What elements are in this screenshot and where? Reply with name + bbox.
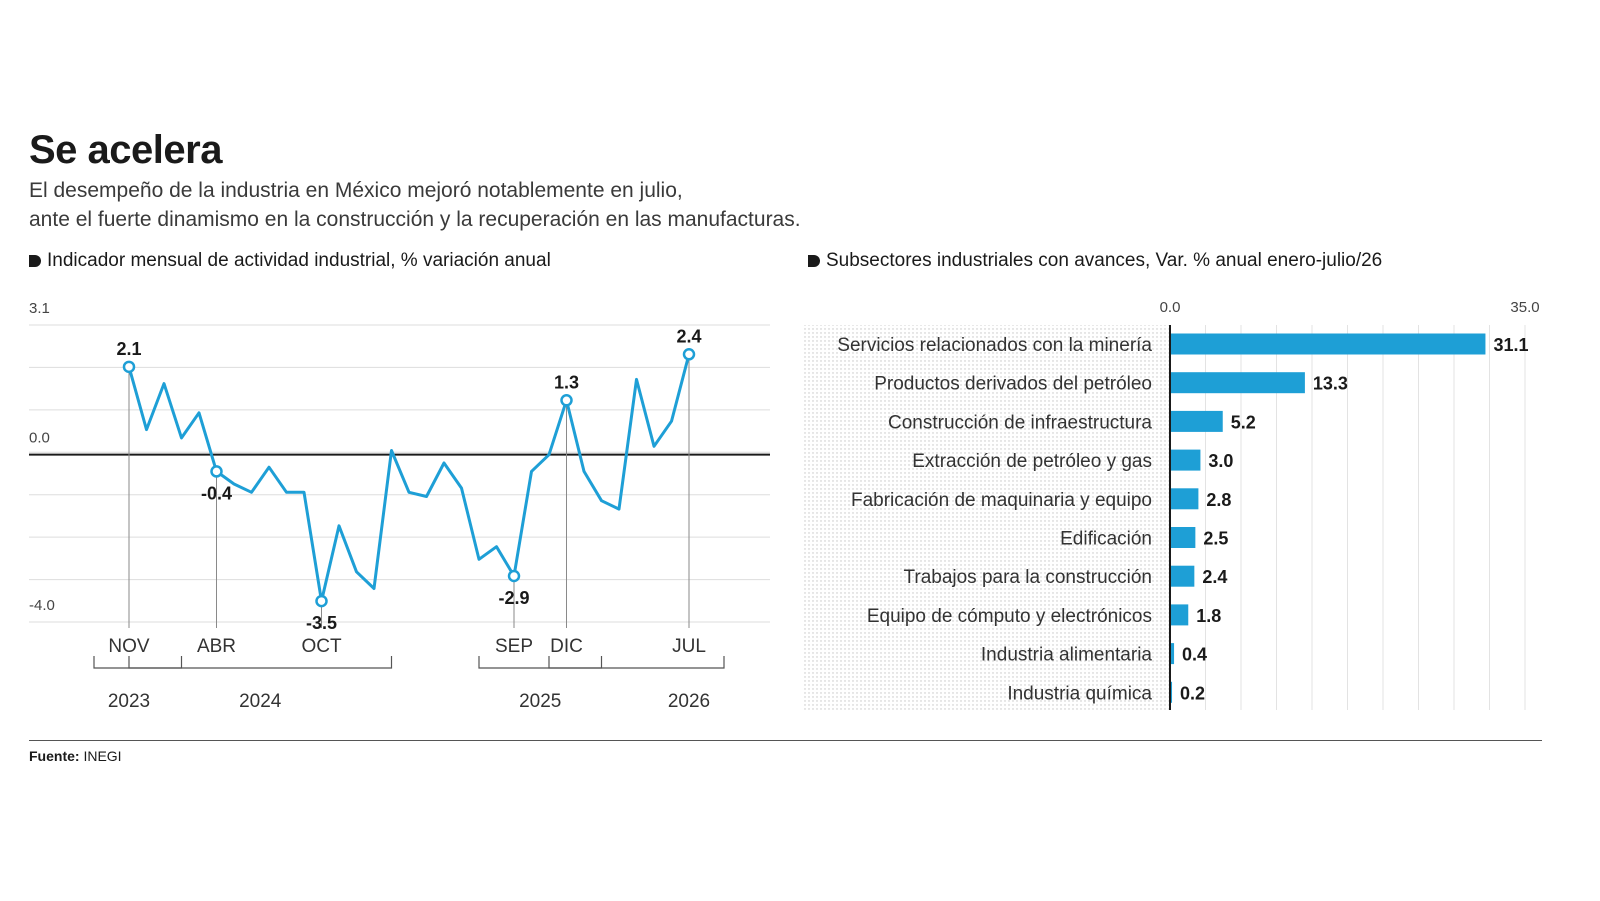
line-chart: 3.1 0.0 -4.0 2.1 NOV -0.4 ABR -3.5 OCT -2.9 SEP 1.3… (29, 300, 770, 712)
bar-value-label: 0.4 (1182, 645, 1207, 665)
subtitle-line-1: El desempeño de la industria en México m… (29, 179, 683, 202)
data-label: 1.3 (554, 372, 579, 392)
bar-value-label: 1.8 (1196, 606, 1221, 626)
year-label: 2024 (239, 691, 282, 712)
category-label: Edificación (1060, 529, 1152, 550)
bar (1170, 681, 1173, 703)
data-point-marker (315, 594, 328, 608)
x-tick-label: OCT (301, 636, 342, 657)
bar-value-label: 2.5 (1203, 529, 1228, 549)
x-tick-label: DIC (550, 636, 583, 657)
category-label: Fabricación de maquinaria y equipo (851, 490, 1152, 511)
source-note: Fuente: INEGI (29, 748, 122, 764)
data-point-marker (210, 465, 223, 478)
data-label: 2.4 (676, 326, 701, 346)
x-tick-label: 0.0 (1160, 299, 1181, 316)
line-chart-title: Indicador mensual de actividad industria… (29, 250, 551, 272)
bar-value-label: 2.8 (1206, 490, 1231, 510)
category-label: Extracción de petróleo y gas (912, 451, 1152, 472)
category-label: Industria alimentaria (981, 645, 1153, 666)
category-label: Servicios relacionados con la minería (837, 335, 1152, 356)
bar (1170, 333, 1486, 355)
data-point-marker (507, 569, 521, 583)
source-label: Fuente: (29, 748, 80, 764)
year-label: 2026 (668, 691, 710, 712)
y-tick-label: 0.0 (29, 430, 50, 447)
source-value: INEGI (83, 748, 122, 764)
line-chart-title-text: Indicador mensual de actividad industria… (47, 250, 551, 271)
bar-value-label: 3.0 (1208, 451, 1233, 471)
x-tick-label: 35.0 (1510, 299, 1539, 316)
bullet-marker-icon (808, 255, 820, 267)
bar (1170, 643, 1175, 665)
bar-value-label: 5.2 (1231, 412, 1256, 432)
bar (1170, 449, 1201, 471)
category-label: Industria química (1007, 683, 1152, 704)
bar (1170, 527, 1196, 548)
data-label: -2.9 (498, 588, 529, 608)
y-tick-label: 3.1 (29, 300, 50, 317)
subtitle-line-2: ante el fuerte dinamismo en la construcc… (29, 208, 801, 231)
data-point-marker (122, 360, 136, 374)
year-label: 2023 (108, 691, 150, 712)
data-point-marker (560, 394, 573, 407)
x-tick-label: ABR (197, 636, 236, 657)
data-label: -0.4 (201, 483, 232, 503)
data-label: 2.1 (116, 339, 141, 359)
bar-value-label: 2.4 (1202, 567, 1227, 587)
year-bracket (128, 656, 393, 669)
bar-chart: 0.0 35.0 31.1 Servicios relacionados con la… (802, 299, 1540, 710)
data-label: -3.5 (306, 613, 337, 633)
bar (1170, 372, 1305, 394)
bar-value-label: 0.2 (1180, 683, 1205, 703)
year-bracket (93, 656, 183, 669)
x-tick-label: SEP (495, 636, 533, 657)
y-tick-label: -4.0 (29, 597, 55, 614)
label-area-background (802, 325, 1170, 710)
year-label: 2025 (519, 691, 561, 712)
bar (1170, 604, 1189, 626)
bar-value-label: 13.3 (1313, 374, 1348, 394)
year-bracket (478, 656, 603, 669)
bar (1170, 488, 1199, 510)
year-bracket (548, 656, 725, 669)
bar-chart-title-text: Subsectores industriales con avances, Va… (826, 250, 1383, 271)
bar (1170, 410, 1223, 432)
data-point-marker (682, 348, 696, 361)
category-label: Construcción de infraestructura (888, 412, 1152, 433)
chart-subtitle: El desempeño de la industria en México m… (29, 176, 1029, 234)
bar (1170, 565, 1195, 587)
x-tick-label: NOV (108, 636, 150, 657)
bar-chart-title: Subsectores industriales con avances, Va… (808, 250, 1382, 272)
category-label: Productos derivados del petróleo (874, 374, 1152, 395)
chart-title: Se acelera (29, 128, 222, 172)
category-label: Trabajos para la construcción (903, 567, 1152, 588)
series-line (127, 353, 691, 603)
footer-divider (29, 740, 1542, 741)
category-label: Equipo de cómputo y electrónicos (867, 606, 1152, 627)
bar-value-label: 31.1 (1493, 335, 1528, 355)
x-tick-label: JUL (672, 636, 706, 657)
bullet-marker-icon (29, 255, 41, 267)
